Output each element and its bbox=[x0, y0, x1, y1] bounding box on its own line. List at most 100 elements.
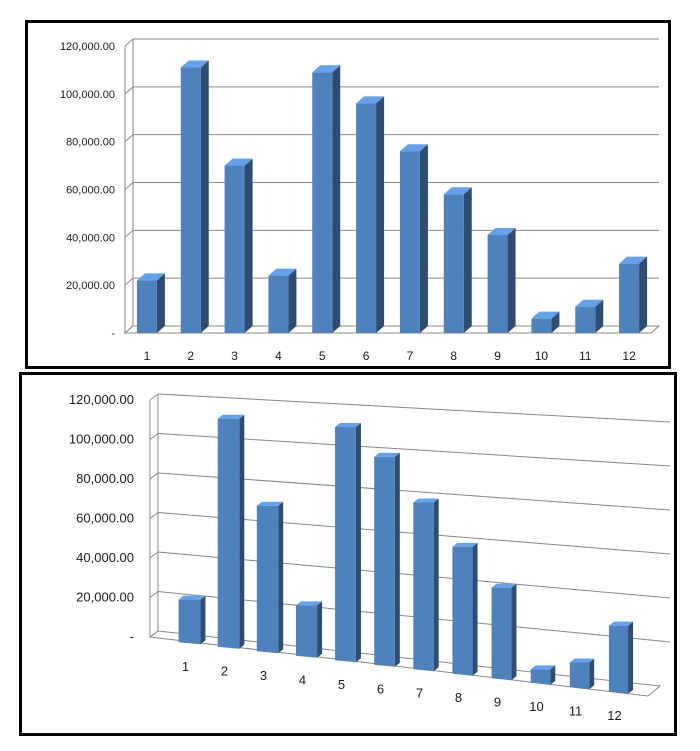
bar bbox=[530, 669, 551, 685]
bar-side bbox=[355, 422, 361, 663]
y-tick-label: 60,000.00 bbox=[76, 511, 134, 526]
y-tick-label: 20,000.00 bbox=[76, 590, 134, 605]
bar bbox=[178, 599, 201, 645]
bar bbox=[374, 456, 395, 667]
bar bbox=[399, 151, 420, 333]
bar-top bbox=[356, 96, 385, 104]
x-tick-label: 2 bbox=[221, 664, 228, 679]
bar bbox=[312, 72, 333, 333]
bar-top bbox=[312, 65, 341, 73]
x-tick-label: 5 bbox=[319, 349, 326, 363]
x-tick-label: 5 bbox=[338, 677, 345, 692]
bar-side bbox=[239, 414, 245, 649]
x-tick-label: 7 bbox=[407, 349, 414, 363]
bar-side bbox=[589, 658, 595, 690]
bar-top bbox=[256, 501, 284, 506]
bar bbox=[295, 605, 318, 658]
gridline bbox=[157, 393, 671, 423]
side-wall-line bbox=[149, 591, 159, 598]
bar bbox=[224, 165, 245, 333]
x-tick-label: 2 bbox=[187, 349, 194, 363]
top-bar-chart: - 20,000.00 40,000.00 60,000.00 80,000.00 100… bbox=[60, 38, 661, 363]
bar-side bbox=[200, 60, 209, 334]
y-tick-label: - bbox=[130, 629, 134, 644]
bar-side bbox=[419, 144, 428, 333]
bar bbox=[531, 318, 552, 333]
side-wall-line bbox=[149, 433, 159, 440]
side-wall-line bbox=[124, 134, 134, 143]
bar bbox=[575, 306, 596, 333]
bar bbox=[335, 426, 356, 663]
y-tick-label: 40,000.00 bbox=[76, 550, 134, 565]
bar-side bbox=[376, 96, 385, 334]
x-tick-label: 1 bbox=[144, 349, 151, 363]
bar-top bbox=[619, 256, 648, 264]
bar-side bbox=[595, 299, 604, 333]
bar-side bbox=[156, 273, 165, 333]
bar bbox=[268, 275, 289, 333]
bar-top bbox=[569, 658, 595, 663]
bar-side bbox=[394, 452, 400, 667]
x-tick-label: 10 bbox=[535, 349, 549, 363]
bar-side bbox=[628, 621, 634, 694]
bar-top bbox=[180, 60, 209, 68]
bar bbox=[413, 502, 434, 672]
x-tick-label: 7 bbox=[416, 686, 423, 701]
x-tick-label: 9 bbox=[494, 349, 501, 363]
bar-top bbox=[224, 158, 253, 166]
bar-side bbox=[550, 665, 556, 685]
side-wall-line bbox=[124, 277, 134, 286]
x-tick-label: 12 bbox=[607, 708, 621, 723]
bar-top bbox=[335, 422, 361, 427]
x-tick-label: 10 bbox=[529, 699, 543, 714]
y-tick-label: 40,000.00 bbox=[66, 232, 115, 244]
side-wall-line bbox=[149, 551, 159, 559]
y-tick-label: 80,000.00 bbox=[66, 137, 115, 149]
bar-top bbox=[136, 273, 165, 281]
x-tick-label: 9 bbox=[494, 695, 501, 710]
bar-top bbox=[374, 452, 400, 457]
y-tick-label: 120,000.00 bbox=[69, 392, 134, 407]
bar-side bbox=[551, 311, 560, 333]
x-tick-label: 1 bbox=[182, 659, 189, 674]
bar-top bbox=[295, 601, 323, 606]
floor bbox=[123, 325, 661, 334]
x-tick-label: 8 bbox=[455, 690, 462, 705]
floor bbox=[148, 630, 662, 697]
side-wall-line bbox=[124, 86, 134, 95]
x-tick-label: 3 bbox=[231, 349, 238, 363]
x-tick-label: 4 bbox=[299, 672, 306, 687]
y-tick-label: 80,000.00 bbox=[76, 471, 134, 486]
bar-side bbox=[639, 256, 648, 333]
bar bbox=[619, 263, 640, 333]
bar-side bbox=[278, 501, 284, 654]
x-tick-label: 6 bbox=[377, 681, 384, 696]
bar-top bbox=[178, 595, 206, 600]
bar bbox=[180, 67, 201, 334]
bar bbox=[256, 505, 279, 654]
bar-side bbox=[472, 542, 478, 676]
bar bbox=[356, 103, 377, 334]
x-tick-label: 6 bbox=[363, 349, 370, 363]
bar-side bbox=[332, 65, 341, 333]
top-chart-panel: - 20,000.00 40,000.00 60,000.00 80,000.00 100… bbox=[25, 20, 671, 369]
x-tick-label: 3 bbox=[260, 668, 267, 683]
bottom-bar-chart: - 20,000.00 40,000.00 60,000.00 80,000.00 100… bbox=[69, 392, 671, 723]
bar-top bbox=[443, 187, 472, 195]
x-tick-label: 11 bbox=[569, 703, 583, 718]
bar-side bbox=[433, 498, 439, 672]
bar-top bbox=[217, 414, 245, 419]
bar bbox=[491, 587, 512, 681]
bar-side bbox=[463, 187, 472, 333]
side-wall-line bbox=[149, 512, 159, 519]
side-wall-line bbox=[124, 229, 134, 238]
bar bbox=[443, 194, 464, 333]
bar-top bbox=[399, 144, 428, 152]
side-wall-line bbox=[149, 472, 159, 480]
bar bbox=[136, 280, 157, 333]
y-tick-label: 20,000.00 bbox=[66, 280, 115, 292]
bar-side bbox=[288, 268, 297, 333]
side-wall-line bbox=[149, 393, 159, 401]
y-tick-label: 120,000.00 bbox=[60, 41, 115, 53]
bar-side bbox=[244, 158, 253, 333]
